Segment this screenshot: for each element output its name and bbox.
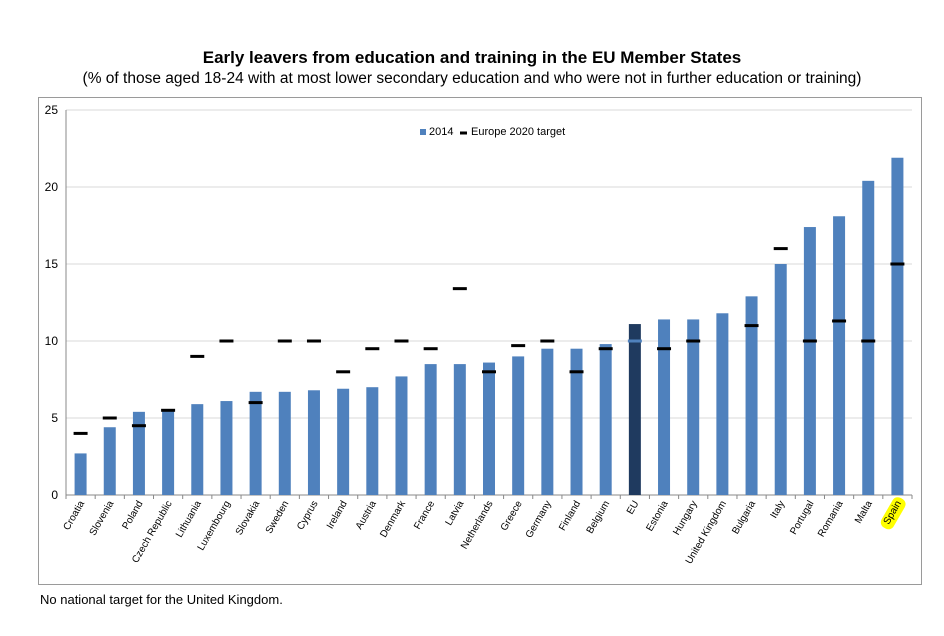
x-tick-label: Germany bbox=[524, 499, 554, 540]
bar bbox=[628, 324, 641, 495]
bar bbox=[162, 410, 175, 495]
y-tick-label: 15 bbox=[45, 257, 59, 271]
bar bbox=[103, 427, 116, 495]
x-tick-label: Poland bbox=[120, 499, 145, 531]
bar bbox=[278, 391, 291, 495]
bar bbox=[424, 364, 437, 495]
x-tick-label: Italy bbox=[769, 499, 788, 520]
x-tick-label: Croatia bbox=[62, 499, 88, 533]
x-tick-label: Estonia bbox=[644, 499, 670, 534]
label-highlight bbox=[880, 497, 906, 530]
chart-frame bbox=[38, 97, 922, 585]
x-tick-label: Lithuania bbox=[174, 499, 204, 540]
chart-subtitle: (% of those aged 18-24 with at most lowe… bbox=[82, 70, 862, 87]
bar bbox=[453, 364, 466, 495]
bar bbox=[803, 227, 816, 496]
bar bbox=[774, 264, 787, 495]
x-tick-label: Romania bbox=[816, 499, 846, 540]
bar bbox=[658, 319, 671, 495]
x-tick-label: Finland bbox=[557, 499, 583, 533]
x-tick-label: Ireland bbox=[325, 499, 350, 531]
bar bbox=[366, 387, 379, 495]
bar bbox=[570, 348, 583, 495]
bar bbox=[483, 362, 495, 495]
bar bbox=[745, 296, 758, 495]
x-tick-label: Belgium bbox=[585, 499, 613, 536]
bar bbox=[716, 313, 729, 495]
y-tick-label: 20 bbox=[45, 180, 59, 194]
x-tick-label: Sweden bbox=[264, 499, 292, 536]
bar bbox=[862, 180, 875, 495]
x-tick-label: Latvia bbox=[444, 499, 467, 528]
x-tick-label: Bulgaria bbox=[730, 499, 758, 537]
bar bbox=[687, 319, 700, 495]
bar bbox=[395, 376, 408, 495]
x-tick-label: Cyprus bbox=[295, 499, 320, 532]
legend-label: Europe 2020 target bbox=[471, 126, 565, 138]
legend-label: 2014 bbox=[429, 126, 453, 138]
x-tick-label: Malta bbox=[853, 499, 875, 526]
bar bbox=[132, 411, 145, 495]
x-tick-label: Denmark bbox=[378, 498, 408, 539]
bar bbox=[833, 216, 846, 495]
x-tick-label: Austria bbox=[354, 499, 379, 532]
x-tick-label: Portugal bbox=[788, 499, 816, 537]
y-tick-label: 25 bbox=[45, 103, 59, 117]
x-tick-label: France bbox=[412, 499, 437, 532]
bar bbox=[599, 344, 612, 495]
chart-title: Early leavers from education and trainin… bbox=[202, 48, 742, 67]
legend-swatch-bar bbox=[420, 129, 426, 135]
y-tick-label: 10 bbox=[45, 334, 59, 348]
x-tick-label: Slovakia bbox=[234, 499, 263, 538]
y-tick-label: 5 bbox=[51, 411, 58, 425]
bar bbox=[249, 391, 262, 495]
footnote: No national target for the United Kingdo… bbox=[40, 592, 283, 607]
bar bbox=[191, 404, 204, 495]
bar bbox=[307, 390, 320, 495]
bar bbox=[220, 401, 233, 495]
x-tick-label: Slovenia bbox=[88, 499, 117, 538]
bar bbox=[74, 453, 87, 495]
bar bbox=[512, 356, 525, 495]
x-tick-label: Greece bbox=[499, 499, 525, 533]
bar bbox=[541, 348, 554, 495]
bar bbox=[891, 157, 904, 496]
x-tick-label: Hungary bbox=[671, 499, 699, 537]
y-tick-label: 0 bbox=[51, 488, 58, 502]
bar bbox=[337, 388, 350, 495]
x-tick-label: EU bbox=[625, 499, 641, 517]
